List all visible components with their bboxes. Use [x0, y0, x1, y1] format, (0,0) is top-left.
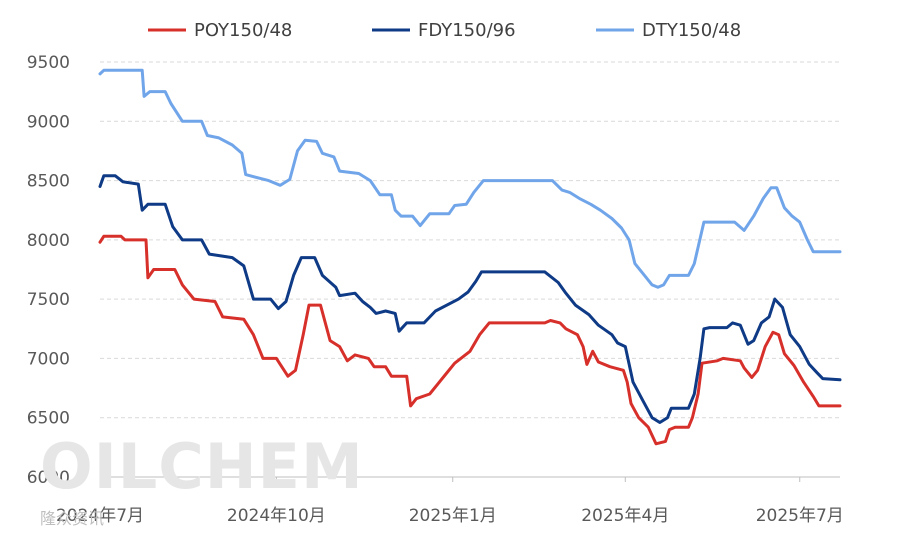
- y-tick-label: 6000: [27, 468, 70, 488]
- x-axis: 2024年7月 2024年10月 2025年1月 2025年4月 2025年7月: [56, 476, 844, 526]
- y-tick-label: 8000: [27, 231, 70, 251]
- y-tick-label: 9000: [27, 112, 70, 132]
- oilchem-watermark: OILCHEM 隆众资讯: [40, 430, 364, 528]
- x-tick-label: 2025年1月: [409, 506, 497, 526]
- x-tick-label: 2024年10月: [227, 506, 326, 526]
- x-tick-label: 2025年7月: [756, 506, 844, 526]
- watermark-sub-text: 隆众资讯: [40, 509, 104, 528]
- y-tick-label: 8500: [27, 172, 70, 192]
- series-lines: [98, 68, 842, 446]
- x-tick-label: 2025年4月: [581, 506, 669, 526]
- y-tick-label: 6500: [27, 409, 70, 429]
- legend-label: FDY150/96: [418, 20, 516, 41]
- y-tick-label: 7500: [27, 290, 70, 310]
- legend: POY150/48 FDY150/96 DTY150/48: [148, 20, 741, 41]
- gridlines: [100, 61, 840, 419]
- series-line-poy150-48: [98, 234, 842, 446]
- series-line-fdy150-96: [98, 174, 842, 424]
- watermark-logo-text: OILCHEM: [40, 430, 364, 503]
- series-line-dty150-48: [98, 68, 842, 289]
- y-axis: 6000 6500 7000 7500 8000 8500 9000 9500: [27, 53, 70, 488]
- y-tick-label: 7000: [27, 349, 70, 369]
- y-tick-label: 9500: [27, 53, 70, 73]
- x-tick-label: 2024年7月: [56, 506, 144, 526]
- legend-label: DTY150/48: [642, 20, 741, 41]
- legend-label: POY150/48: [194, 20, 292, 41]
